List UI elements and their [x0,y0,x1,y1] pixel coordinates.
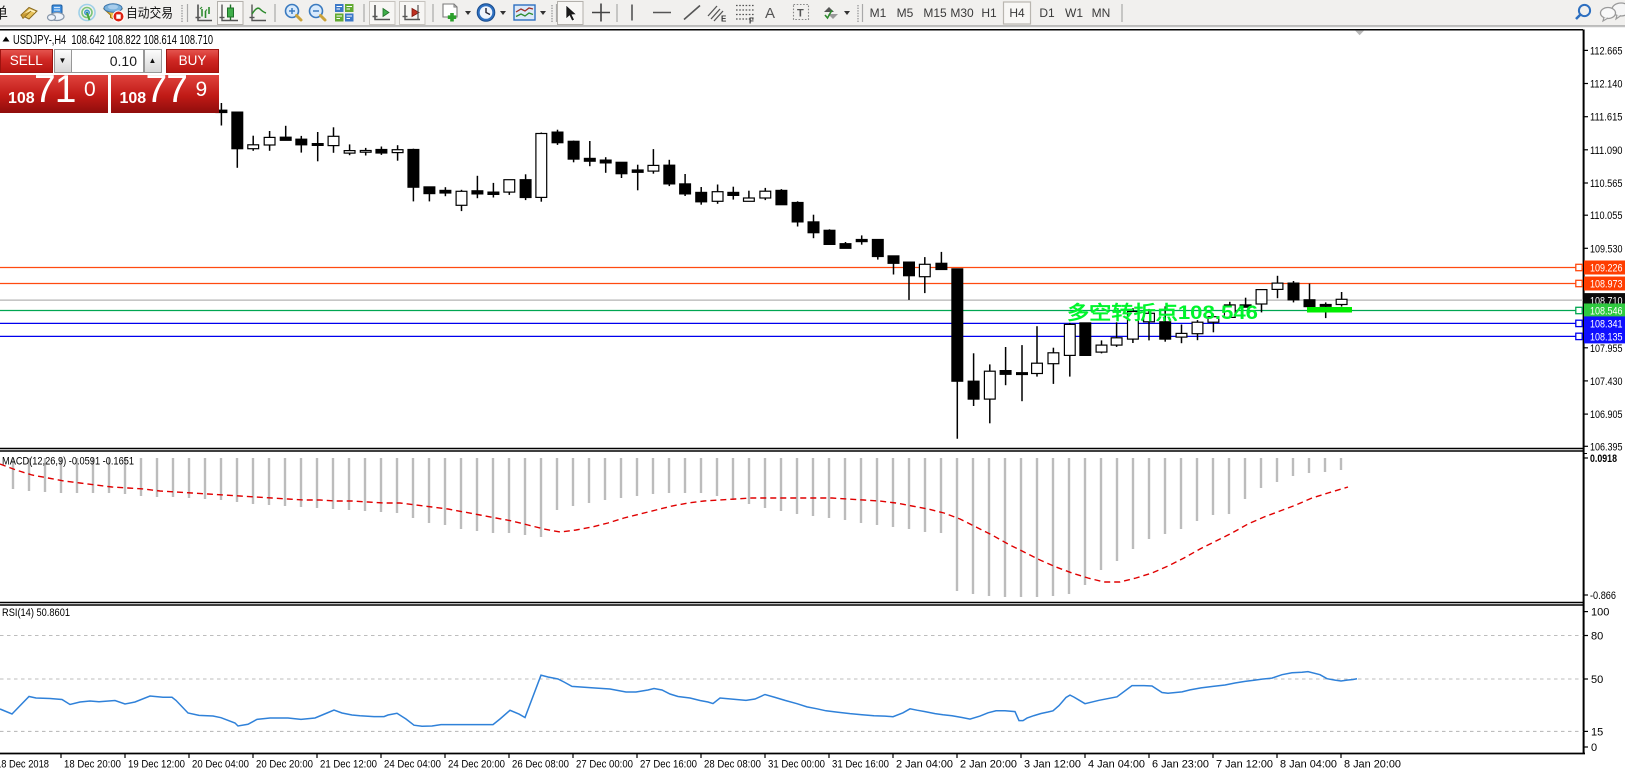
svg-text:107.955: 107.955 [1590,343,1623,355]
svg-text:24 Dec 04:00: 24 Dec 04:00 [384,759,441,771]
svg-text:112.665: 112.665 [1590,45,1623,57]
svg-text:M5: M5 [897,6,914,20]
svg-text:-0.866: -0.866 [1590,590,1616,602]
svg-text:18 Dec 2018: 18 Dec 2018 [0,759,49,771]
svg-text:108.135: 108.135 [1590,332,1623,344]
svg-text:100: 100 [1591,607,1609,619]
svg-text:109.530: 109.530 [1590,243,1623,255]
svg-text:111.090: 111.090 [1590,145,1623,157]
svg-text:28 Dec 08:00: 28 Dec 08:00 [704,759,761,771]
svg-text:15: 15 [1591,726,1603,738]
svg-text:M15: M15 [923,6,947,20]
svg-text:108.973: 108.973 [1590,279,1623,291]
svg-text:多空转折点108.546: 多空转折点108.546 [1067,301,1258,324]
svg-text:108.341: 108.341 [1590,319,1623,331]
svg-text:106.395: 106.395 [1590,441,1623,453]
svg-text:H4: H4 [1009,6,1025,20]
svg-text:0: 0 [1591,742,1597,754]
svg-text:E: E [721,15,727,24]
svg-text:26 Dec 08:00: 26 Dec 08:00 [512,759,569,771]
svg-text:112.140: 112.140 [1590,79,1623,91]
svg-text:27 Dec 16:00: 27 Dec 16:00 [640,759,697,771]
svg-text:108.546: 108.546 [1590,306,1623,318]
svg-text:T: T [797,8,804,20]
svg-text:31 Dec 16:00: 31 Dec 16:00 [832,759,889,771]
svg-text:W1: W1 [1065,6,1083,20]
svg-text:A: A [765,5,775,22]
svg-text:20 Dec 20:00: 20 Dec 20:00 [256,759,313,771]
svg-text:D1: D1 [1039,6,1055,20]
svg-text:4 Jan 04:00: 4 Jan 04:00 [1088,759,1145,771]
svg-text:0.0918: 0.0918 [1590,453,1617,465]
svg-text:110.565: 110.565 [1590,178,1623,190]
svg-text:MACD(12,26,9) -0.0591 -0.1651: MACD(12,26,9) -0.0591 -0.1651 [2,456,134,468]
svg-text:2 Jan 04:00: 2 Jan 04:00 [896,759,953,771]
svg-text:31 Dec 00:00: 31 Dec 00:00 [768,759,825,771]
svg-text:110.055: 110.055 [1590,210,1623,222]
svg-text:F: F [749,17,754,26]
svg-text:6 Jan 23:00: 6 Jan 23:00 [1152,759,1209,771]
svg-text:M30: M30 [950,6,974,20]
svg-text:8 Jan 04:00: 8 Jan 04:00 [1280,759,1337,771]
svg-text:27 Dec 00:00: 27 Dec 00:00 [576,759,633,771]
svg-text:80: 80 [1591,631,1603,643]
svg-text:2 Jan 20:00: 2 Jan 20:00 [960,759,1017,771]
svg-text:7 Jan 12:00: 7 Jan 12:00 [1216,759,1273,771]
svg-text:24 Dec 20:00: 24 Dec 20:00 [448,759,505,771]
svg-text:单: 单 [0,5,8,22]
svg-text:M1: M1 [870,6,887,20]
svg-text:19 Dec 12:00: 19 Dec 12:00 [128,759,185,771]
svg-text:109.226: 109.226 [1590,263,1623,275]
svg-text:20 Dec 04:00: 20 Dec 04:00 [192,759,249,771]
svg-text:3 Jan 12:00: 3 Jan 12:00 [1024,759,1081,771]
svg-text:USDJPY-,H4 108.642 108.822 10: USDJPY-,H4 108.642 108.822 108.614 108.7… [13,33,213,47]
svg-text:8 Jan 20:00: 8 Jan 20:00 [1344,759,1401,771]
svg-text:106.905: 106.905 [1590,409,1623,421]
svg-text:50: 50 [1591,674,1603,686]
svg-text:107.430: 107.430 [1590,376,1623,388]
svg-text:MN: MN [1092,6,1111,20]
svg-text:111.615: 111.615 [1590,112,1623,124]
svg-text:18 Dec 20:00: 18 Dec 20:00 [64,759,121,771]
svg-text:自动交易: 自动交易 [126,6,173,21]
svg-text:RSI(14) 50.8601: RSI(14) 50.8601 [2,607,70,619]
svg-text:H1: H1 [981,6,997,20]
svg-text:21 Dec 12:00: 21 Dec 12:00 [320,759,377,771]
